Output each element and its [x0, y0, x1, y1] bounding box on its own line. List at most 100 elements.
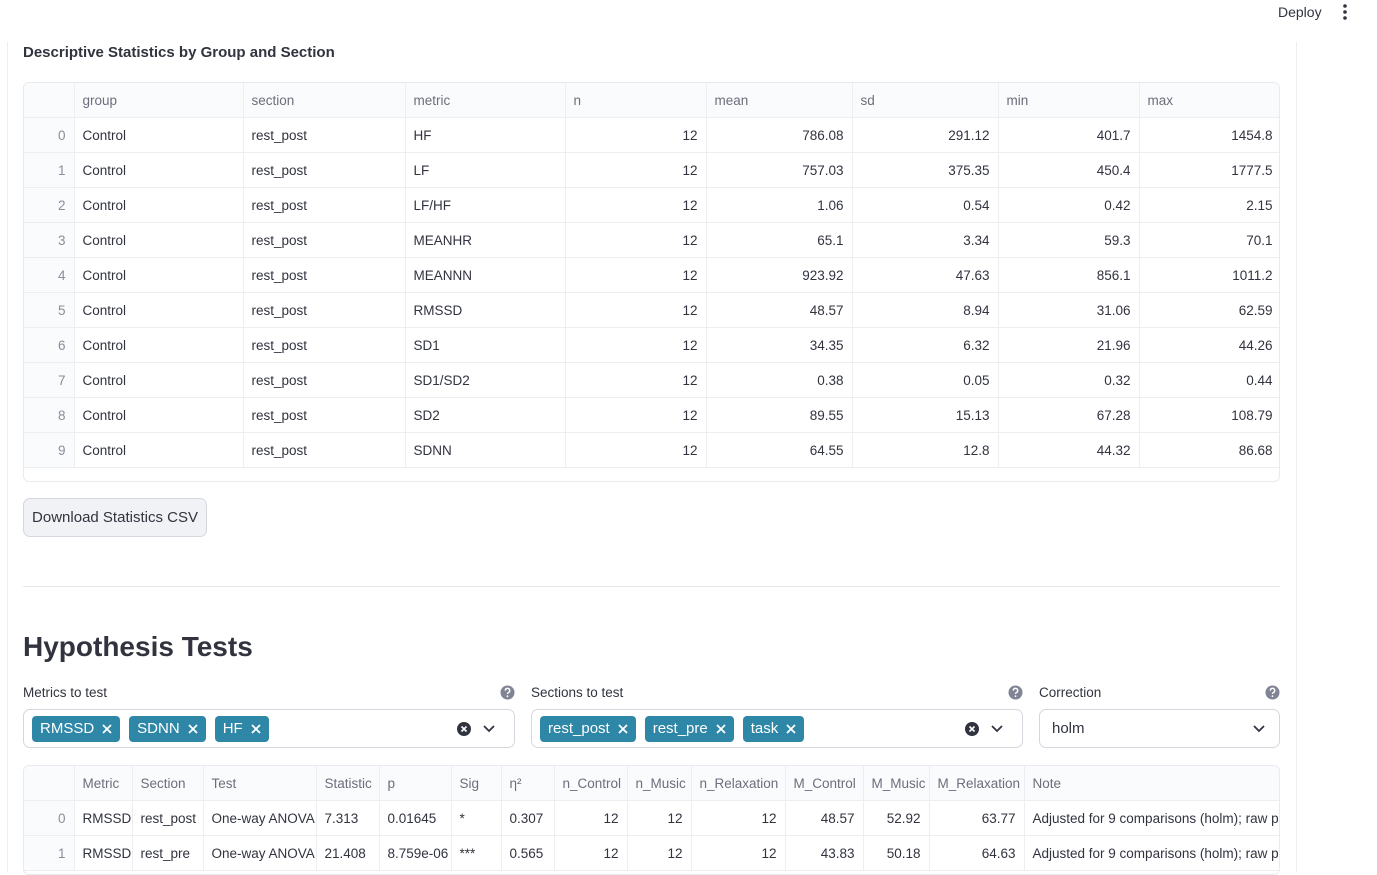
table-cell: RMSSD [74, 800, 133, 836]
table-cell: rest_post [243, 257, 406, 293]
table-cell: 757.03 [706, 152, 853, 188]
help-icon[interactable] [1008, 685, 1023, 700]
column-header: n_Control [554, 766, 628, 801]
help-mark [504, 687, 511, 695]
table-cell: 31.06 [998, 292, 1140, 328]
controls[interactable] [964, 721, 1010, 737]
help-dot [506, 695, 509, 698]
tag-label: task [750, 720, 779, 737]
remove-icon[interactable] [102, 723, 112, 734]
table-row: 0 RMSSD rest_post One-way ANOVA 7.313 0.01645… [24, 800, 1279, 836]
row-index: 1 [24, 152, 75, 188]
table-cell: rest_post [243, 397, 406, 433]
column-header: η² [501, 766, 555, 801]
clear-x [968, 725, 976, 732]
table-row: 7 Control rest_post SD1/SD2 12 0.38 0.05 0.32 0.… [24, 362, 1279, 398]
tag-label: rest_post [548, 720, 610, 737]
table-cell: 12 [565, 397, 707, 433]
table-row: 9 Control rest_post SDNN 12 64.55 12.8 44.32 86.… [24, 432, 1279, 468]
table-cell: 7.313 [316, 800, 380, 836]
header-row: Metric Section Test Statistic p Sig η² n_Contro… [24, 766, 1279, 801]
table-row: 3 Control rest_post MEANHR 12 65.1 3.34 59.3 70.… [24, 222, 1279, 258]
table-cell: 0.42 [998, 187, 1140, 223]
tag[interactable]: HF [214, 715, 269, 742]
table-row: 6 Control rest_post SD1 12 34.35 6.32 21.96 44.2… [24, 327, 1279, 363]
table-cell: LF/HF [405, 187, 566, 223]
table-cell: 12 [627, 800, 692, 836]
table-cell: 3.34 [852, 222, 999, 258]
column-header: Statistic [316, 766, 380, 801]
table-cell: 44.26 [1139, 327, 1279, 363]
controls[interactable] [456, 721, 502, 737]
deploy-button[interactable]: Deploy [1278, 4, 1322, 20]
table-cell: 63.77 [929, 800, 1025, 836]
selectbox[interactable]: holm [1039, 709, 1280, 748]
table-cell: 62.59 [1139, 292, 1279, 328]
table-cell: 2.15 [1139, 187, 1279, 223]
select-value: holm [1052, 720, 1085, 737]
column-header: M_Relaxation [929, 766, 1025, 801]
table-cell: One-way ANOVA [203, 835, 317, 871]
remove-icon[interactable] [618, 723, 628, 734]
column-header: Section [132, 766, 204, 801]
table-cell: 12 [565, 117, 707, 153]
column-header: M_Control [785, 766, 864, 801]
remove-icon[interactable] [716, 723, 726, 734]
table-cell: 12 [691, 835, 786, 871]
chevron[interactable] [991, 724, 1003, 732]
table-cell: 59.3 [998, 222, 1140, 258]
table-cell: 12 [627, 835, 692, 871]
table-cell: SD2 [405, 397, 566, 433]
field-label: Correction [1039, 685, 1102, 700]
results-table[interactable]: Metric Section Test Statistic p Sig η² n_Contro… [23, 765, 1280, 875]
tag[interactable]: RMSSD [32, 715, 121, 742]
table-cell: *** [451, 835, 502, 871]
chevron[interactable] [483, 724, 495, 732]
table-cell: 21.96 [998, 327, 1140, 363]
table-cell: Adjusted for 9 comparisons (holm); raw p… [1024, 800, 1279, 836]
table-cell: 47.63 [852, 257, 999, 293]
table-cell: 67.28 [998, 397, 1140, 433]
stats-table[interactable]: group section metric n mean sd min max 0 Control r… [23, 82, 1280, 482]
table-cell: Control [74, 222, 244, 258]
row-index: 7 [24, 362, 75, 398]
remove-icon[interactable] [786, 723, 796, 734]
table-cell: 12 [565, 257, 707, 293]
chevron[interactable] [1252, 721, 1266, 735]
download-button[interactable]: Download Statistics CSV [23, 498, 207, 537]
help-icon[interactable] [1265, 685, 1280, 700]
table-cell: LF [405, 152, 566, 188]
icon-path [716, 723, 726, 734]
tag[interactable]: rest_pre [644, 715, 734, 742]
remove-icon[interactable] [251, 723, 261, 734]
main-menu[interactable] [1338, 3, 1352, 21]
main-frame [7, 42, 1297, 872]
remove-icon[interactable] [188, 723, 198, 734]
clear-x [460, 725, 468, 732]
table-cell: 43.83 [785, 835, 864, 871]
table-row: 0 Control rest_post HF 12 786.08 291.12 401.7 14… [24, 117, 1279, 153]
table-cell: SD1/SD2 [405, 362, 566, 398]
help-icon[interactable] [500, 685, 515, 700]
column-header: metric [405, 83, 566, 118]
multiselect[interactable]: rest_post rest_pre task [531, 709, 1023, 748]
table-cell: rest_post [243, 362, 406, 398]
multiselect[interactable]: RMSSD SDNN HF [23, 709, 515, 748]
tag[interactable]: rest_post [540, 715, 636, 742]
table-cell: MEANHR [405, 222, 566, 258]
table-cell: RMSSD [405, 292, 566, 328]
table-cell: rest_post [243, 117, 406, 153]
table-cell: rest_post [243, 187, 406, 223]
tag[interactable]: task [742, 715, 805, 742]
table-cell: 86.68 [1139, 432, 1279, 468]
row-index: 2 [24, 187, 75, 223]
field-label: Metrics to test [23, 685, 108, 700]
table-cell: 12 [565, 432, 707, 468]
tag[interactable]: SDNN [129, 715, 206, 742]
table-cell: HF [405, 117, 566, 153]
table-cell: 786.08 [706, 117, 853, 153]
table-cell: One-way ANOVA [203, 800, 317, 836]
table-cell: 0.01645 [379, 800, 452, 836]
table-cell: 52.92 [863, 800, 930, 836]
